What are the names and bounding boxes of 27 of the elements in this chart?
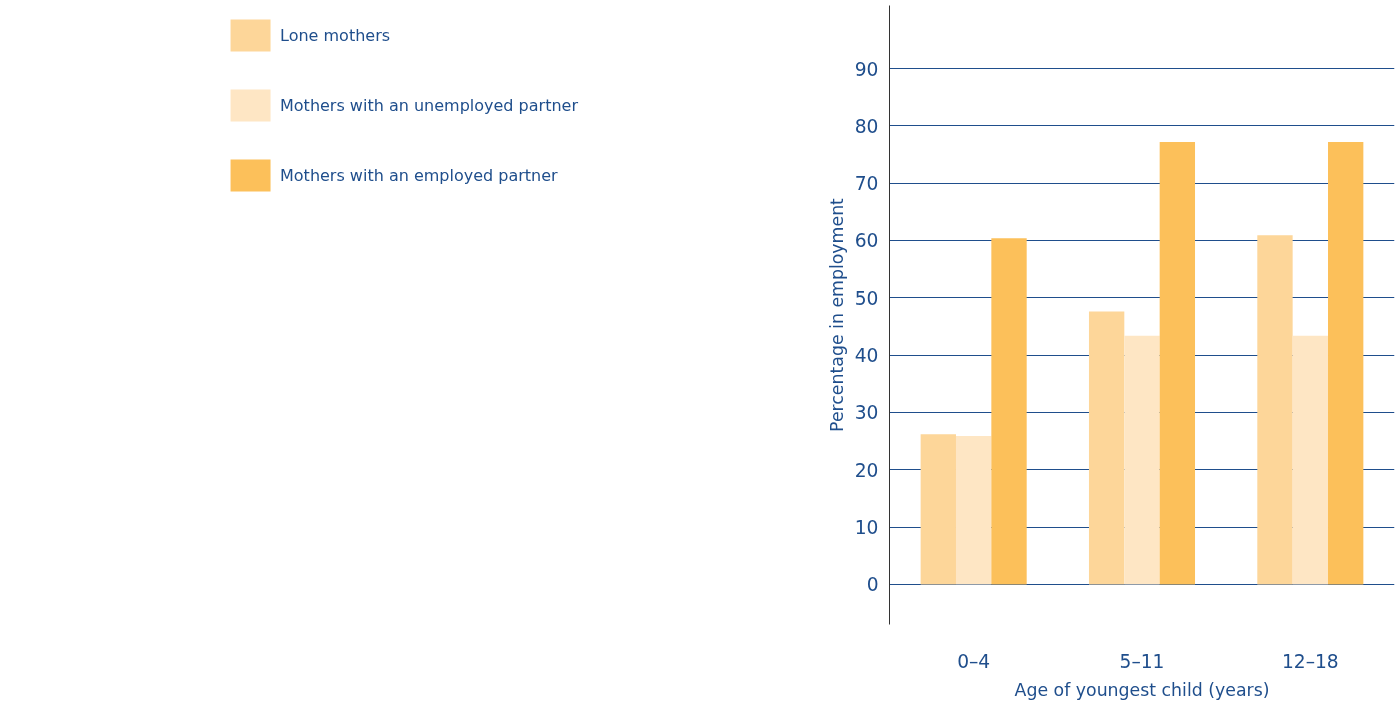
- y-axis-title: Percentage in employment: [826, 197, 847, 432]
- x-tick-label: 5–11: [1119, 650, 1165, 672]
- y-tick-label: 40: [854, 345, 879, 367]
- bar: [1159, 141, 1196, 585]
- y-tick-label: 90: [854, 58, 879, 80]
- x-axis-title: Age of youngest child (years): [1014, 679, 1270, 700]
- y-tick-label: 50: [854, 287, 879, 309]
- bar: [1257, 235, 1293, 585]
- bar: [920, 434, 956, 585]
- legend-label: Lone mothers: [280, 25, 391, 45]
- y-tick-label: 60: [854, 230, 879, 252]
- y-tick-label: 80: [854, 115, 879, 137]
- x-tick-label: 0–4: [957, 650, 991, 672]
- x-tick-label: 12–18: [1281, 650, 1339, 672]
- bar: [1292, 335, 1329, 585]
- y-tick-label: 20: [854, 459, 879, 481]
- y-tick-label: 30: [854, 402, 879, 424]
- y-tick-label: 0: [866, 574, 879, 596]
- bar: [1088, 311, 1125, 585]
- bar: [955, 435, 992, 585]
- bar: [1328, 141, 1364, 585]
- legend-label: Mothers with an employed partner: [280, 165, 558, 185]
- bar: [1124, 335, 1160, 585]
- y-tick-label: 10: [854, 517, 879, 539]
- bar: [991, 238, 1027, 585]
- y-tick-label: 70: [854, 173, 879, 195]
- legend-label: Mothers with an unemployed partner: [280, 95, 578, 115]
